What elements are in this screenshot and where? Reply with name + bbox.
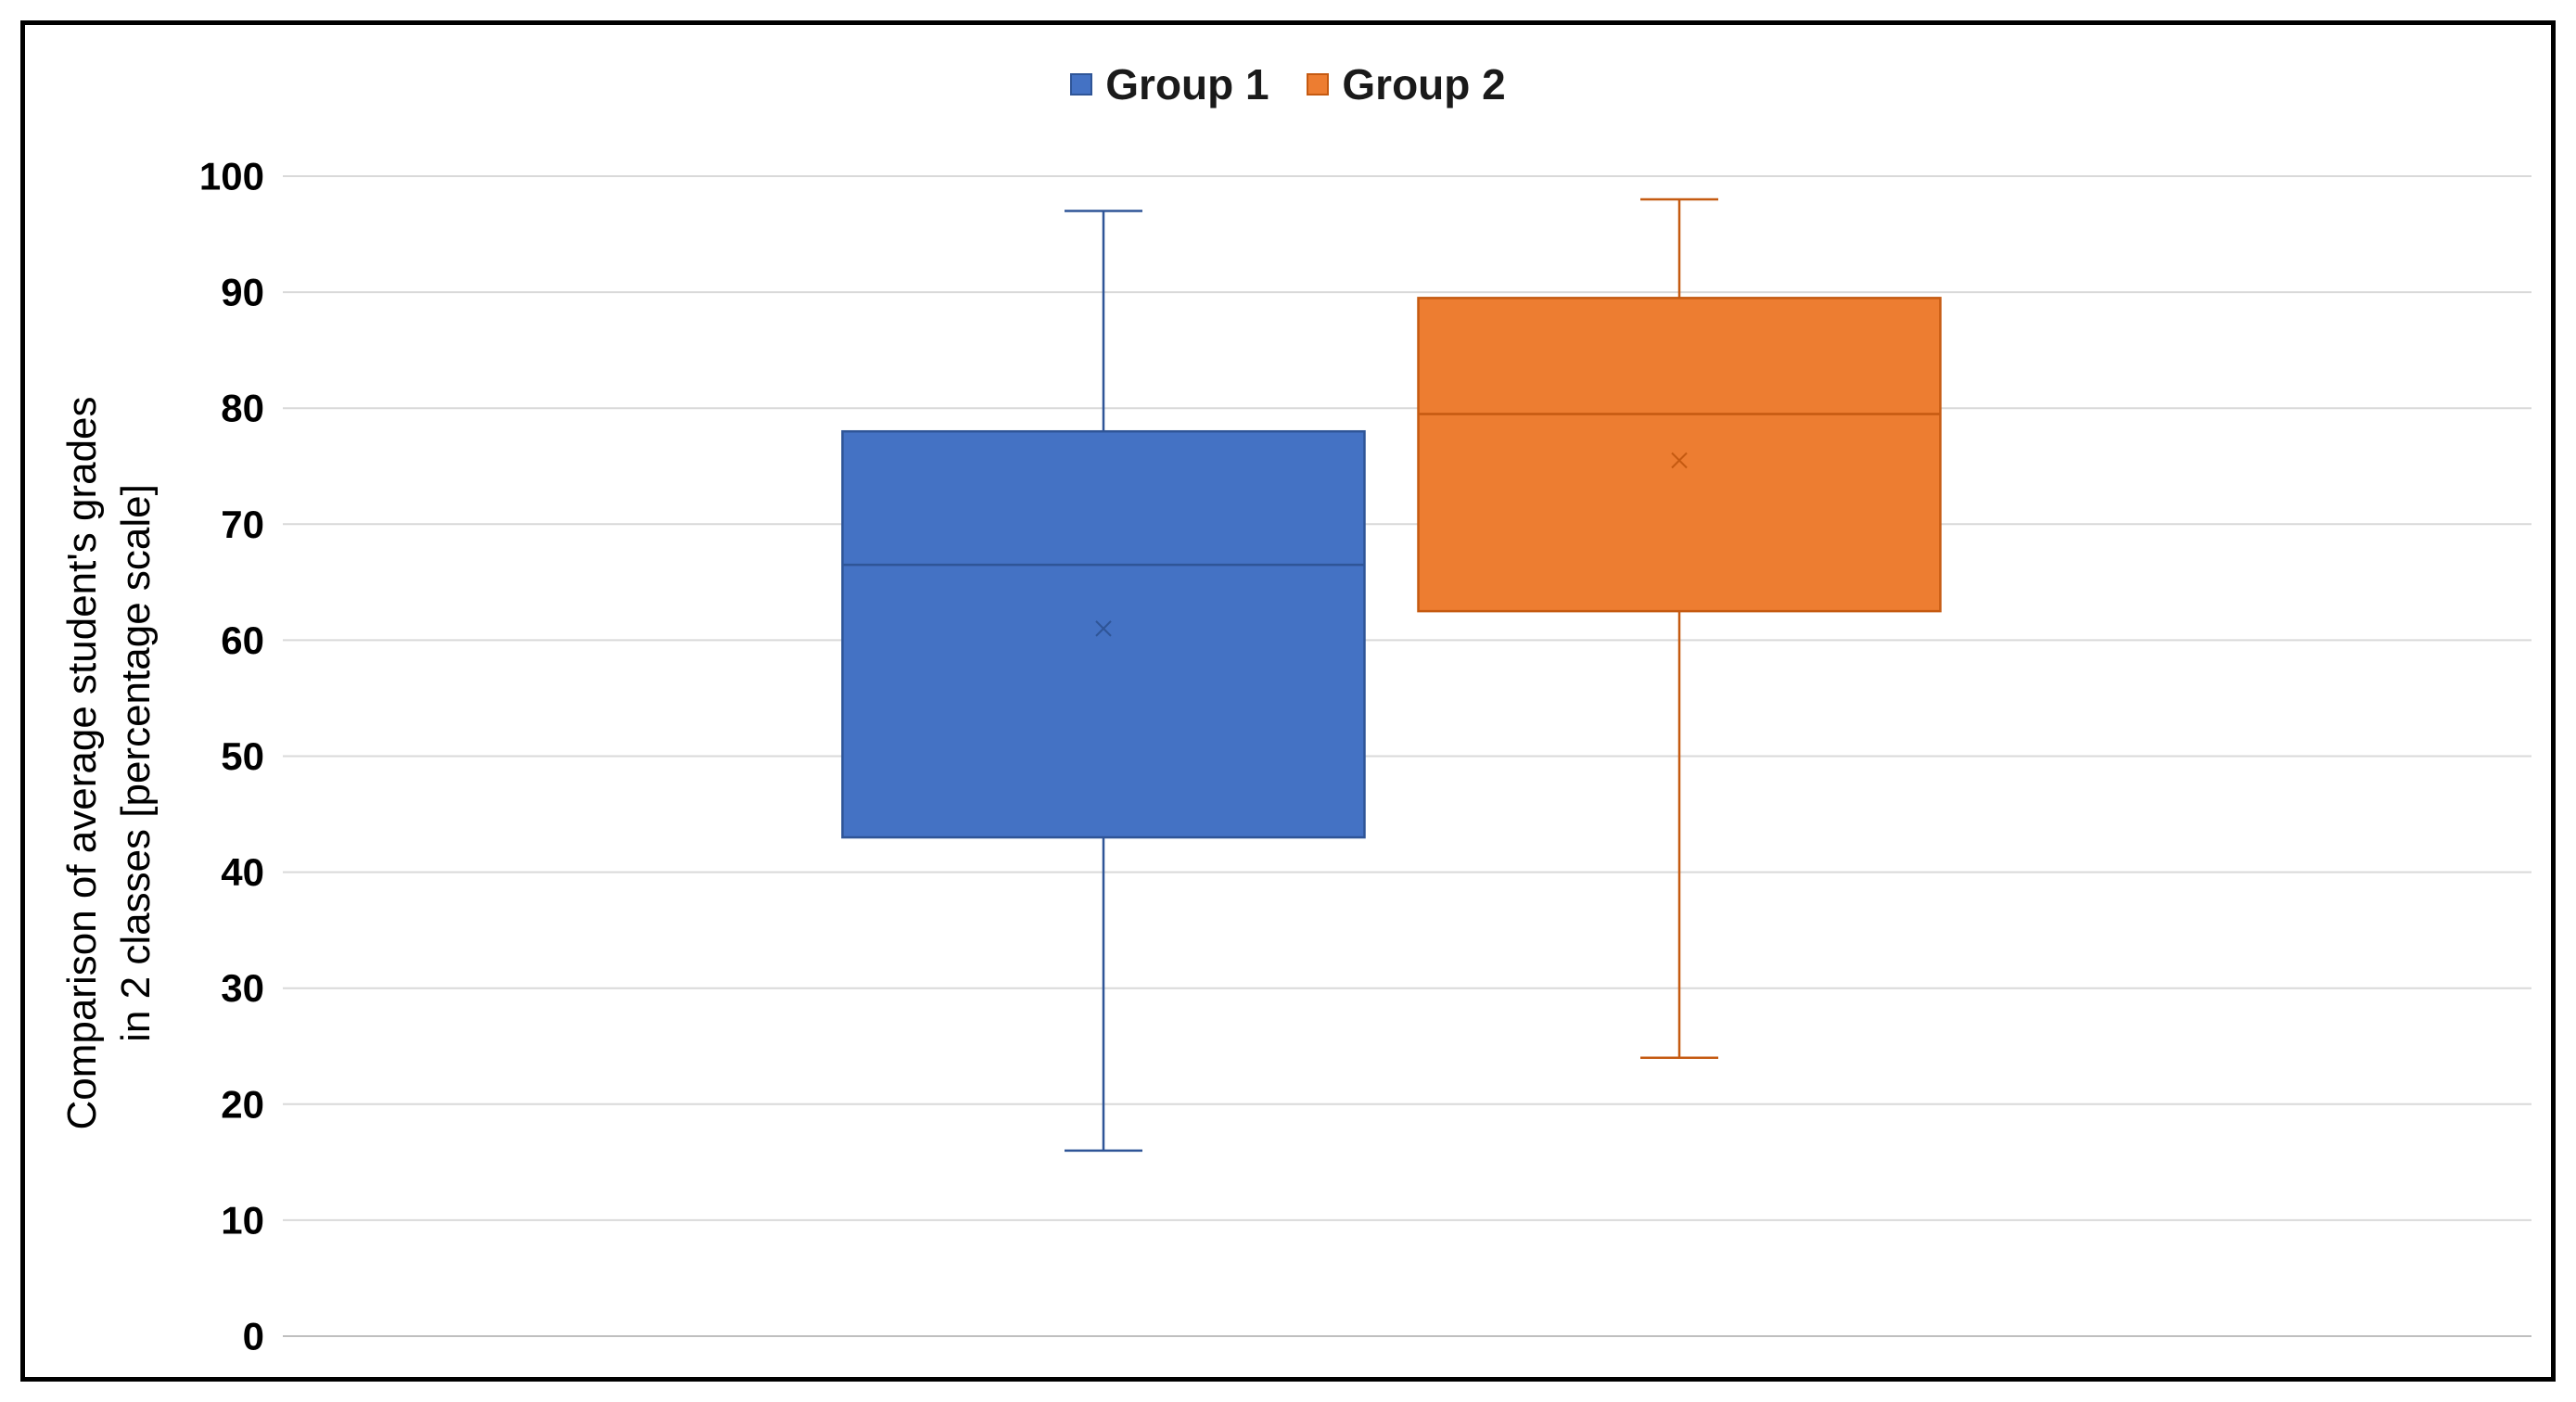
mean-marker [1671, 452, 1688, 469]
y-tick-label: 10 [221, 1198, 264, 1242]
box-2 [1417, 297, 1942, 613]
legend-swatch-group-1 [1070, 73, 1093, 96]
y-tick-label: 20 [221, 1082, 264, 1126]
y-tick-label: 70 [221, 503, 264, 546]
y-tick-label: 60 [221, 618, 264, 662]
legend-label-group-1: Group 1 [1105, 60, 1269, 108]
legend-label-group-2: Group 2 [1342, 60, 1506, 108]
y-tick-label: 90 [221, 271, 264, 314]
y-tick-label: 80 [221, 387, 264, 430]
y-tick-label: 50 [221, 734, 264, 778]
y-tick-label: 0 [243, 1315, 264, 1358]
legend-item-group-2: Group 2 [1307, 59, 1506, 109]
legend-swatch-group-2 [1307, 73, 1330, 96]
legend: Group 1 Group 2 [0, 56, 2576, 109]
y-tick-label: 30 [221, 966, 264, 1010]
y-tick-label: 40 [221, 850, 264, 894]
y-tick-label: 100 [199, 155, 264, 198]
box-1 [841, 429, 1366, 839]
mean-marker [1095, 620, 1112, 637]
legend-item-group-1: Group 1 [1070, 59, 1269, 109]
